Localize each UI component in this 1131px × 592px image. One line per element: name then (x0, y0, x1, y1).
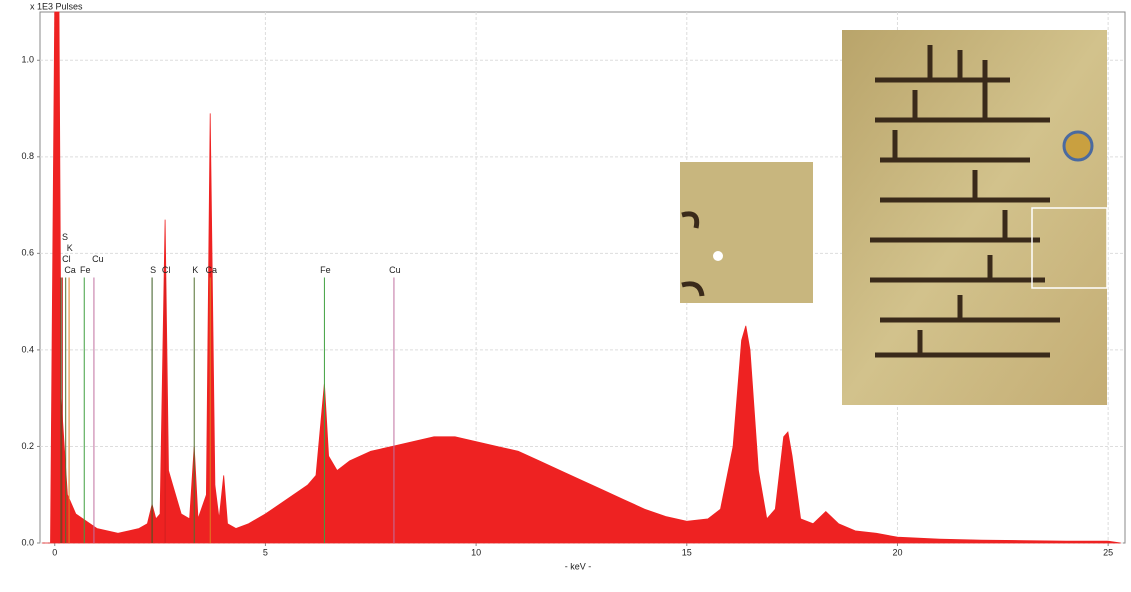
spot-marker (713, 251, 723, 261)
element-label: Fe (80, 265, 91, 275)
element-label: Cu (389, 265, 401, 275)
y-tick-label: 1.0 (21, 55, 34, 65)
y-tick-label: 0.4 (21, 344, 34, 354)
photo (842, 30, 1107, 405)
element-label: Ca (64, 265, 76, 275)
element-label: Cu (92, 254, 104, 264)
x-tick-label: 20 (892, 547, 902, 557)
script-strokes (681, 211, 705, 297)
zoom-photo (680, 162, 813, 303)
element-label: S (150, 265, 156, 275)
x-tick-label: 25 (1103, 547, 1113, 557)
spectrum-area (42, 11, 1121, 544)
x-tick-label: 5 (263, 547, 268, 557)
x-tick-label: 10 (471, 547, 481, 557)
y-axis-label: x 1E3 Pulses (30, 1, 83, 11)
x-tick-label: 0 (52, 547, 57, 557)
y-tick-label: 0.6 (21, 248, 34, 258)
element-label: Cl (162, 265, 171, 275)
y-tick-label: 0.8 (21, 151, 34, 161)
element-label: Fe (320, 265, 331, 275)
element-label: S (62, 232, 68, 242)
element-label: Ca (205, 265, 217, 275)
photo (680, 162, 813, 303)
y-tick-label: 0.0 (21, 537, 34, 547)
y-tick-label: 0.2 (21, 441, 34, 451)
manuscript-photo (842, 30, 1108, 405)
selection-box (1031, 207, 1108, 289)
spectrum-layer (42, 11, 1121, 544)
rosette (1062, 130, 1094, 162)
x-tick-label: 15 (682, 547, 692, 557)
script-strokes (870, 45, 1060, 358)
element-label: K (67, 243, 73, 253)
element-label: Cl (62, 254, 71, 264)
x-axis-label: - keV - (565, 561, 592, 571)
element-label: K (192, 265, 198, 275)
